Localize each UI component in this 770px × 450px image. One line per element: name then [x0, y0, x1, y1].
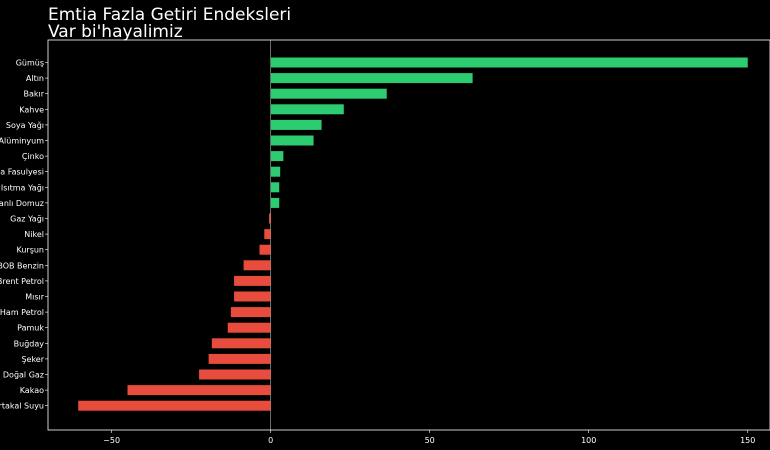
y-tick-label: Soya Fasulyesi — [0, 168, 44, 177]
bar — [234, 291, 271, 302]
chart-title: Emtia Fazla Getiri Endeksleri — [48, 5, 291, 25]
bar — [78, 400, 271, 411]
y-tick-label: Ham Petrol — [0, 308, 44, 317]
bars-group — [78, 57, 748, 411]
y-tick-label: Doğal Gaz — [3, 371, 44, 380]
y-tick-label: Pamuk — [17, 324, 44, 333]
y-tick-label: Soya Yağı — [6, 121, 44, 130]
x-tick-label: 100 — [581, 436, 596, 445]
bar — [243, 260, 271, 271]
y-tick-label: Alüminyum — [0, 137, 44, 146]
plot-frame — [47, 39, 770, 431]
bar — [264, 229, 271, 240]
x-tick-label: 150 — [740, 436, 755, 445]
y-tick-label: Nikel — [24, 230, 44, 239]
y-tick-label: Çinko — [22, 152, 44, 161]
y-tick-label: Altın — [26, 74, 44, 83]
y-tick-label: Mısır — [25, 293, 45, 302]
bar — [234, 275, 271, 286]
bar — [270, 197, 280, 208]
y-tick-label: Buğday — [14, 339, 45, 348]
y-tick-label: Canlı Domuz — [0, 199, 44, 208]
y-tick-labels: Gümüş Altın Bakır Kahve Soya Yağı Alüminyum Çi… — [0, 59, 48, 411]
y-tick-label: Isıtma Yağı — [1, 183, 44, 192]
x-tick-label: −50 — [103, 436, 120, 445]
bar — [270, 182, 280, 193]
bar — [270, 119, 322, 130]
bar — [270, 135, 314, 146]
y-tick-label: Şeker — [21, 355, 44, 364]
bar — [259, 244, 271, 255]
bar — [270, 73, 473, 84]
bar — [270, 57, 748, 68]
y-tick-label: Portakal Suyu — [0, 402, 44, 411]
y-tick-label: Gaz Yağı — [10, 215, 44, 224]
y-tick-label: Kakao — [20, 386, 44, 395]
bar — [211, 338, 271, 349]
chart-subtitle: Var bi'hayalimiz — [48, 22, 183, 42]
y-tick-label: Brent Petrol — [0, 277, 44, 286]
bar — [269, 213, 271, 224]
x-ticks: −50 0 50 100 150 — [103, 430, 755, 445]
y-tick-label: Bakır — [23, 90, 44, 99]
x-tick-label: 50 — [425, 436, 435, 445]
y-tick-label: Gümüş — [16, 59, 44, 68]
bar — [270, 166, 281, 177]
bar — [270, 104, 344, 115]
bar — [230, 307, 271, 318]
bar — [127, 385, 271, 396]
y-tick-label: RBOB Benzin — [0, 261, 44, 270]
bar — [270, 151, 284, 162]
y-tick-label: Kahve — [19, 105, 44, 114]
bar — [208, 353, 271, 364]
bar — [227, 322, 271, 333]
x-tick-label: 0 — [268, 436, 273, 445]
bar — [199, 369, 271, 380]
y-tick-label: Kurşun — [16, 246, 44, 255]
bar — [270, 88, 387, 99]
